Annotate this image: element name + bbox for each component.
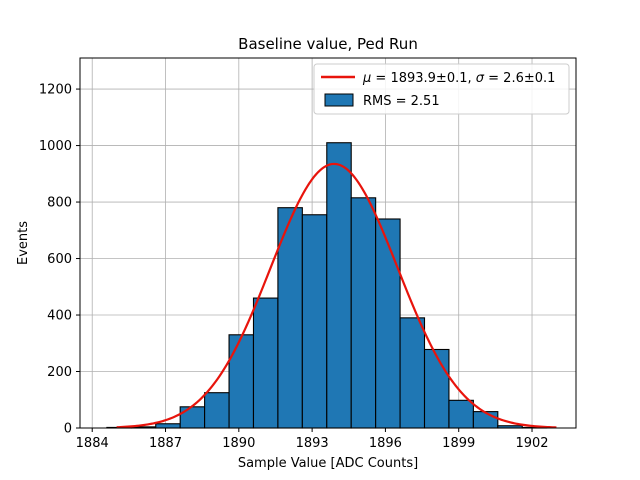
histogram-bar [350, 197, 377, 429]
fit-curve [116, 162, 557, 429]
histogram-bars [106, 142, 548, 429]
y-tick-label: 800 [47, 196, 72, 211]
x-tick-label: 1896 [369, 436, 402, 451]
legend-mu-symbol: μ [362, 71, 371, 86]
x-tick-label: 1887 [149, 436, 182, 451]
x-tick-label: 1884 [76, 436, 109, 451]
histogram-bar [204, 392, 230, 429]
histogram-bar [155, 423, 181, 429]
y-axis-ticks: 0 200 400 600 800 1000 1200 [39, 83, 80, 437]
y-tick-label: 0 [64, 422, 72, 437]
legend-histogram-swatch [324, 93, 354, 107]
histogram-bar [277, 207, 303, 429]
y-axis-label: Events [16, 221, 31, 265]
chart-title: Baseline value, Ped Run [238, 35, 418, 53]
y-tick-label: 200 [47, 365, 72, 380]
fit-curve-group [116, 162, 557, 429]
histogram-bar [375, 218, 401, 429]
histogram-bar [179, 406, 206, 429]
x-tick-label: 1902 [515, 436, 548, 451]
x-axis-label: Sample Value [ADC Counts] [238, 456, 418, 471]
legend-fit-label: μ = 1893.9±0.1, σ = 2.6±0.1 [362, 71, 555, 86]
y-tick-label: 600 [47, 252, 72, 267]
x-tick-label: 1899 [442, 436, 475, 451]
legend-mu-text: = 1893.9±0.1, [371, 71, 475, 86]
histogram-bar [423, 348, 450, 429]
y-tick-label: 400 [47, 309, 72, 324]
histogram-bar [252, 297, 279, 429]
x-tick-label: 1890 [222, 436, 255, 451]
histogram-bar [448, 399, 474, 429]
histogram-bar [326, 142, 352, 429]
x-tick-label: 1893 [296, 436, 329, 451]
legend-sigma-symbol: σ [476, 71, 485, 86]
y-tick-label: 1000 [39, 139, 72, 154]
legend: μ = 1893.9±0.1, σ = 2.6±0.1 RMS = 2.51 [313, 63, 570, 115]
x-axis-ticks: 1884 1887 1890 1893 1896 1899 1902 [76, 428, 549, 451]
histogram-bar [301, 214, 328, 429]
histogram-bar [472, 411, 499, 429]
histogram-bar [228, 334, 255, 429]
y-tick-label: 1200 [39, 83, 72, 98]
legend-histogram-label: RMS = 2.51 [363, 94, 440, 109]
legend-sigma-text: = 2.6±0.1 [484, 71, 555, 86]
plot-frame [79, 57, 577, 429]
legend-box [313, 63, 570, 115]
histogram-bar [399, 317, 426, 429]
